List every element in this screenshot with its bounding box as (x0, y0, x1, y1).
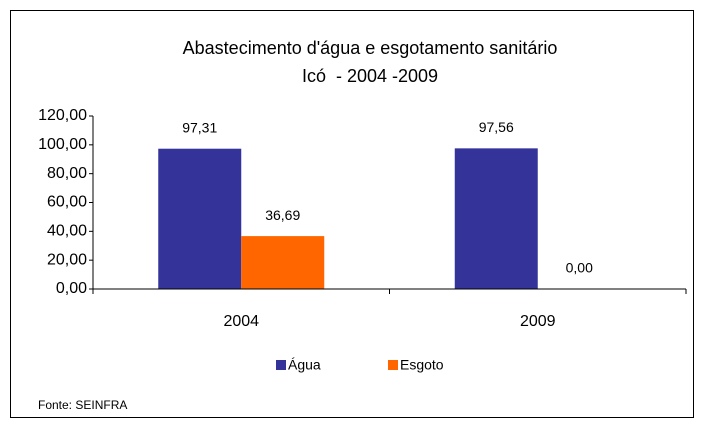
chart-title: Abastecimento d'água e esgotamento sanit… (183, 38, 558, 58)
y-tick-label: 60,00 (47, 194, 87, 211)
value-label: 97,31 (182, 119, 217, 135)
bar (454, 148, 538, 289)
source-note: Fonte: SEINFRA (38, 398, 127, 412)
value-label: 0,00 (566, 260, 593, 276)
legend-swatch (388, 360, 398, 370)
x-tick-label: 2009 (520, 313, 556, 330)
x-tick-label: 2004 (223, 313, 259, 330)
y-tick-label: 20,00 (47, 251, 87, 268)
chart-subtitle: Icó - 2004 -2009 (302, 66, 438, 86)
y-tick-label: 0,00 (56, 280, 87, 297)
legend-swatch (276, 360, 286, 370)
value-label: 36,69 (265, 207, 300, 223)
y-tick-label: 100,00 (38, 136, 87, 153)
bar (158, 148, 242, 289)
bar (241, 236, 325, 289)
y-tick-label: 40,00 (47, 223, 87, 240)
legend-label: Água (288, 357, 321, 373)
y-tick-label: 120,00 (38, 107, 87, 124)
chart-frame (10, 10, 694, 418)
value-label: 97,56 (479, 119, 514, 135)
legend-label: Esgoto (400, 357, 444, 373)
y-tick-label: 80,00 (47, 165, 87, 182)
